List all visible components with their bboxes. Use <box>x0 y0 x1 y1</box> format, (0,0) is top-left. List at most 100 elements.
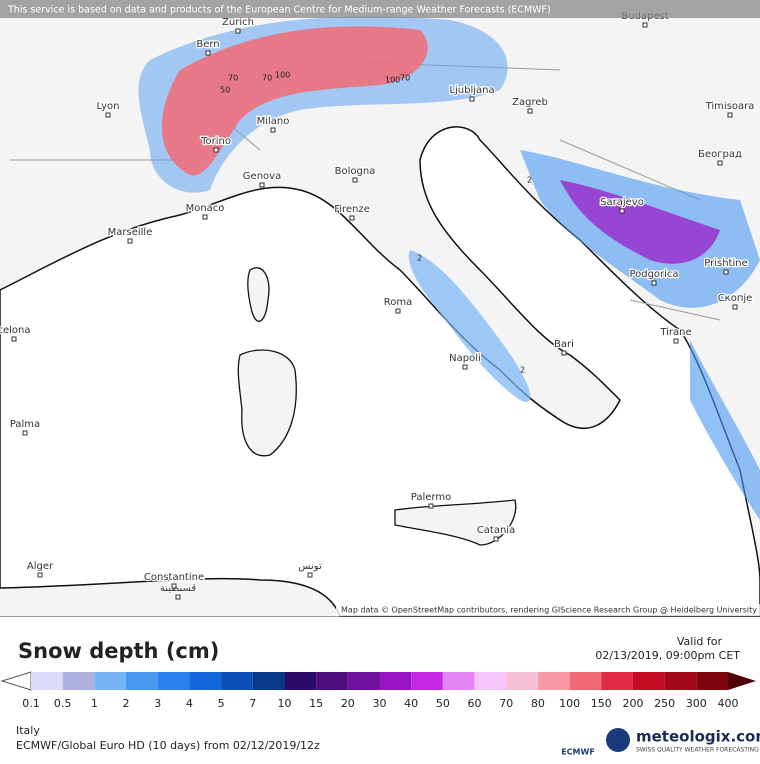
legend-swatch <box>221 672 253 690</box>
city-label: Alger <box>27 561 54 572</box>
over-arrow <box>728 672 756 690</box>
legend-swatch <box>284 672 317 690</box>
city-label: Timisoara <box>705 101 755 112</box>
city-marker <box>493 536 499 542</box>
sicily <box>394 499 517 546</box>
legend-swatch <box>347 672 380 690</box>
legend-swatch <box>442 672 475 690</box>
under-arrow <box>0 671 32 691</box>
city-label: Tirane <box>659 327 691 338</box>
region: Italy <box>16 724 40 737</box>
city-label: Genova <box>243 171 281 182</box>
ecmwf-logo: ECMWF <box>561 748 595 757</box>
legend-tick: 80 <box>531 697 545 710</box>
city-label: Bari <box>554 339 574 350</box>
contour-label: 2 <box>520 366 525 375</box>
header-bar <box>0 0 760 18</box>
city-marker <box>352 177 358 183</box>
disclaimer: This service is based on data and produc… <box>7 5 551 16</box>
city-label: Constantine <box>144 572 204 583</box>
logo-icon <box>606 728 630 752</box>
valid-label: Valid for <box>677 635 723 648</box>
city-label: Prishtine <box>704 258 747 269</box>
model: ECMWF/Global Euro HD (10 days) from 02/1… <box>16 739 320 752</box>
snow-area <box>690 340 760 520</box>
legend-tick: 4 <box>186 697 193 710</box>
contour-label: 2 <box>417 254 422 263</box>
city-marker <box>395 308 401 314</box>
city-marker <box>235 28 241 34</box>
city-label: Bologna <box>335 166 376 177</box>
attribution: Map data © OpenStreetMap contributors, r… <box>341 606 757 615</box>
legend-swatch <box>411 672 443 690</box>
city-marker <box>127 238 133 244</box>
corsica <box>247 267 270 323</box>
city-label: Milano <box>257 116 290 127</box>
contour-label: 70 <box>228 74 238 83</box>
legend-swatch <box>252 672 285 690</box>
legend-tick: 0.5 <box>54 697 72 710</box>
city-label: Lyon <box>96 101 119 112</box>
legend-title: Snow depth (cm) <box>18 639 219 663</box>
city-marker <box>105 112 111 118</box>
legend-swatch <box>696 672 728 690</box>
city-marker <box>205 50 211 56</box>
city-label: Monaco <box>186 203 225 214</box>
city-label: Скопје <box>718 292 753 304</box>
legend-tick: 2 <box>123 697 130 710</box>
tagline: SWISS QUALITY WEATHER FORECASTING <box>636 747 759 754</box>
city-label: celona <box>0 325 31 336</box>
city-label: Zagreb <box>512 97 548 108</box>
city-marker <box>202 214 208 220</box>
city-marker <box>673 338 679 344</box>
legend-tick: 15 <box>309 697 323 710</box>
legend-swatch <box>62 672 95 690</box>
contour-label: 2 <box>527 176 532 185</box>
legend-tick: 5 <box>218 697 225 710</box>
city-marker <box>619 208 625 214</box>
city-marker <box>37 572 43 578</box>
legend-tick: 40 <box>404 697 418 710</box>
city-label: Torino <box>200 136 231 147</box>
legend-swatch <box>94 672 127 690</box>
legend-tick: 150 <box>591 697 612 710</box>
legend-swatch <box>316 672 348 690</box>
snow-area <box>161 26 428 176</box>
contour-label: 100 <box>385 76 400 85</box>
legend-tick: 100 <box>559 697 580 710</box>
legend-swatch <box>189 672 222 690</box>
city-marker <box>642 22 648 28</box>
city-marker <box>723 269 729 275</box>
legend-tick: 10 <box>277 697 291 710</box>
legend-tick: 250 <box>654 697 675 710</box>
city-marker <box>11 336 17 342</box>
legend-swatch <box>569 672 602 690</box>
city-label: تونس <box>298 561 322 572</box>
city-marker <box>22 430 28 436</box>
legend: Snow depth (cm) Valid for 02/13/2019, 09… <box>0 635 756 710</box>
city-marker <box>469 96 475 102</box>
legend-swatch <box>632 672 665 690</box>
snow-area <box>560 180 720 264</box>
city-marker <box>428 503 434 509</box>
city-marker <box>732 304 738 310</box>
sea <box>0 126 760 617</box>
city-marker <box>270 127 276 133</box>
legend-swatch <box>31 672 63 690</box>
city-marker <box>462 364 468 370</box>
sardinia <box>237 349 297 457</box>
city-label: Sarajevo <box>600 197 644 208</box>
city-marker <box>727 112 733 118</box>
legend-tick: 70 <box>499 697 513 710</box>
city-marker <box>717 160 723 166</box>
city-label: Podgorica <box>629 269 678 280</box>
city-label: Palma <box>10 419 40 430</box>
city-marker <box>171 583 177 589</box>
legend-swatch <box>537 672 570 690</box>
legend-tick: 300 <box>686 697 707 710</box>
city-marker <box>213 147 219 153</box>
legend-swatch <box>126 672 158 690</box>
legend-tick: 3 <box>154 697 161 710</box>
